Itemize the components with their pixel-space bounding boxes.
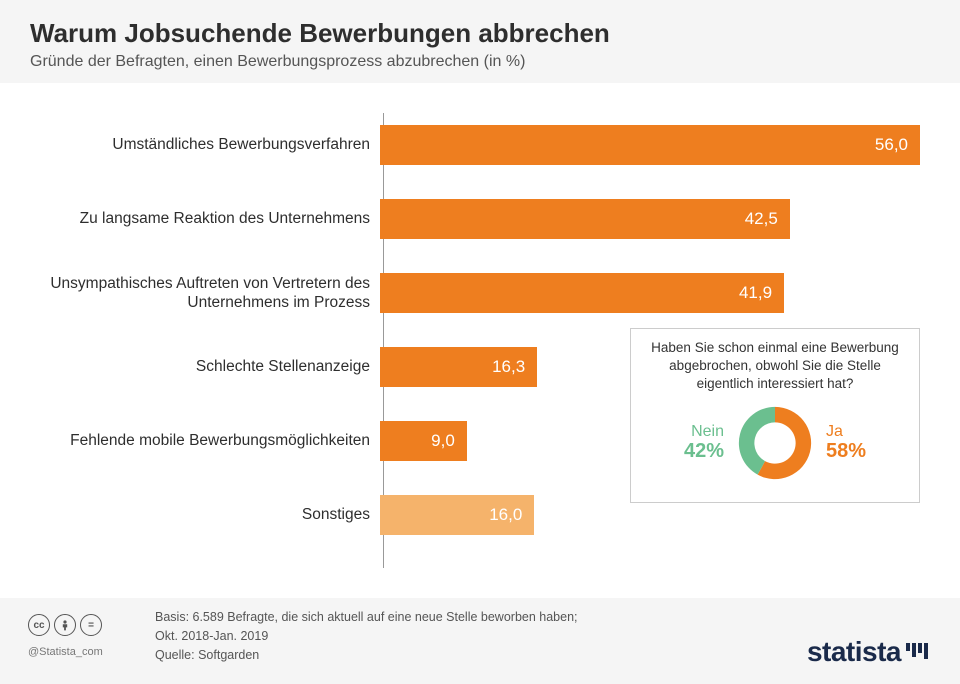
donut-nein-label: Nein bbox=[684, 423, 724, 441]
by-icon bbox=[54, 614, 76, 636]
bar: 42,5 bbox=[380, 199, 790, 239]
bar-label: Umständliches Bewerbungsverfahren bbox=[30, 135, 380, 154]
logo-text: statista bbox=[807, 636, 901, 668]
bar: 16,0 bbox=[380, 495, 534, 535]
statista-logo: statista bbox=[807, 636, 930, 668]
bar-label: Fehlende mobile Bewerbungsmöglichkeiten bbox=[30, 431, 380, 450]
bar-label: Zu langsame Reaktion des Unternehmens bbox=[30, 209, 380, 228]
nd-icon: = bbox=[80, 614, 102, 636]
chart-title: Warum Jobsuchende Bewerbungen abbrechen bbox=[30, 18, 930, 49]
header: Warum Jobsuchende Bewerbungen abbrechen … bbox=[0, 0, 960, 83]
bar: 9,0 bbox=[380, 421, 467, 461]
bar-label: Sonstiges bbox=[30, 505, 380, 524]
footer: cc = @Statista_com Basis: 6.589 Befragte… bbox=[0, 598, 960, 684]
cc-icon: cc bbox=[28, 614, 50, 636]
donut-wrap: Nein 42% Ja 58% bbox=[643, 400, 907, 486]
donut-inset: Haben Sie schon einmal eine Bewerbung ab… bbox=[630, 328, 920, 503]
bar: 41,9 bbox=[380, 273, 784, 313]
bar-row: Zu langsame Reaktion des Unternehmens42,… bbox=[30, 187, 930, 251]
donut-ja-value: 58% bbox=[826, 440, 866, 462]
donut-ja: Ja 58% bbox=[826, 423, 866, 463]
donut-ja-label: Ja bbox=[826, 423, 866, 441]
bar-row: Unsympathisches Auftreten von Vertretern… bbox=[30, 261, 930, 325]
bar-row: Umständliches Bewerbungsverfahren56,0 bbox=[30, 113, 930, 177]
chart-subtitle: Gründe der Befragten, einen Bewerbungspr… bbox=[30, 53, 930, 71]
statista-handle: @Statista_com bbox=[28, 646, 103, 658]
bar-label: Unsympathisches Auftreten von Vertretern… bbox=[30, 274, 380, 313]
donut-nein: Nein 42% bbox=[684, 423, 724, 463]
bar-label: Schlechte Stellenanzeige bbox=[30, 357, 380, 376]
donut-chart bbox=[732, 400, 818, 486]
bar-track: 41,9 bbox=[380, 273, 930, 313]
bar-track: 56,0 bbox=[380, 125, 930, 165]
bar: 56,0 bbox=[380, 125, 920, 165]
bar: 16,3 bbox=[380, 347, 537, 387]
footer-basis: Basis: 6.589 Befragte, die sich aktuell … bbox=[155, 608, 930, 627]
donut-title: Haben Sie schon einmal eine Bewerbung ab… bbox=[643, 339, 907, 394]
bar-track: 42,5 bbox=[380, 199, 930, 239]
cc-icons: cc = bbox=[28, 614, 102, 636]
logo-wave-icon bbox=[906, 643, 930, 659]
donut-nein-value: 42% bbox=[684, 440, 724, 462]
chart-area: Umständliches Bewerbungsverfahren56,0 Zu … bbox=[0, 83, 960, 578]
